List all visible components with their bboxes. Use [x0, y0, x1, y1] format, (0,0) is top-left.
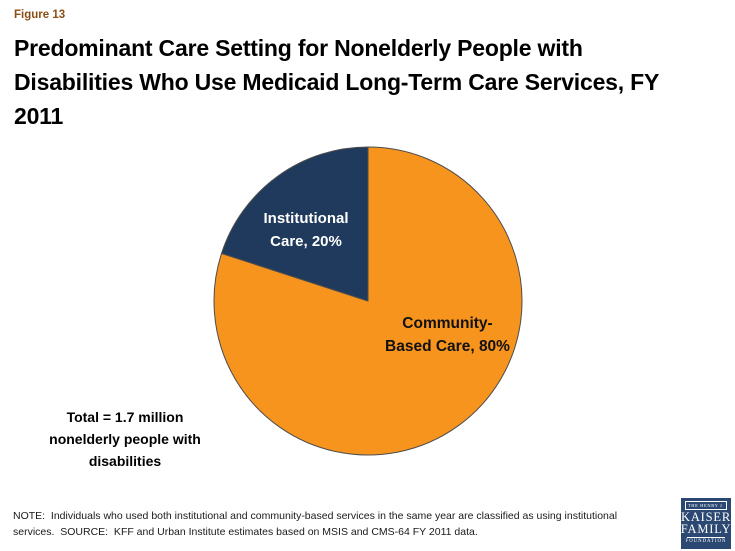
pie-chart — [212, 145, 524, 457]
figure-number-label: Figure 13 — [14, 9, 66, 21]
total-annotation: Total = 1.7 million nonelderly people wi… — [49, 409, 201, 469]
chart-title: Predominant Care Setting for Nonelderly … — [14, 35, 660, 129]
pie-label-community-based-care: Community- Based Care, 80% — [385, 315, 510, 355]
pie-slice-institutional-care — [221, 146, 369, 302]
logo-divider — [687, 536, 725, 538]
logo-henry-j-text: THE HENRY J. — [684, 501, 728, 510]
logo-family-text: FAMILY — [680, 522, 732, 536]
pie-svg — [213, 146, 523, 456]
logo-kaiser-text: KAISER — [681, 510, 731, 524]
logo-foundation-text: FOUNDATION — [685, 539, 727, 544]
pie-label-institutional-care: Institutional Care, 20% — [263, 210, 349, 250]
source-note: NOTE: Individuals who used both institut… — [13, 510, 618, 538]
kff-foundation-logo: THE HENRY J. KAISER FAMILY FOUNDATION — [681, 498, 731, 549]
